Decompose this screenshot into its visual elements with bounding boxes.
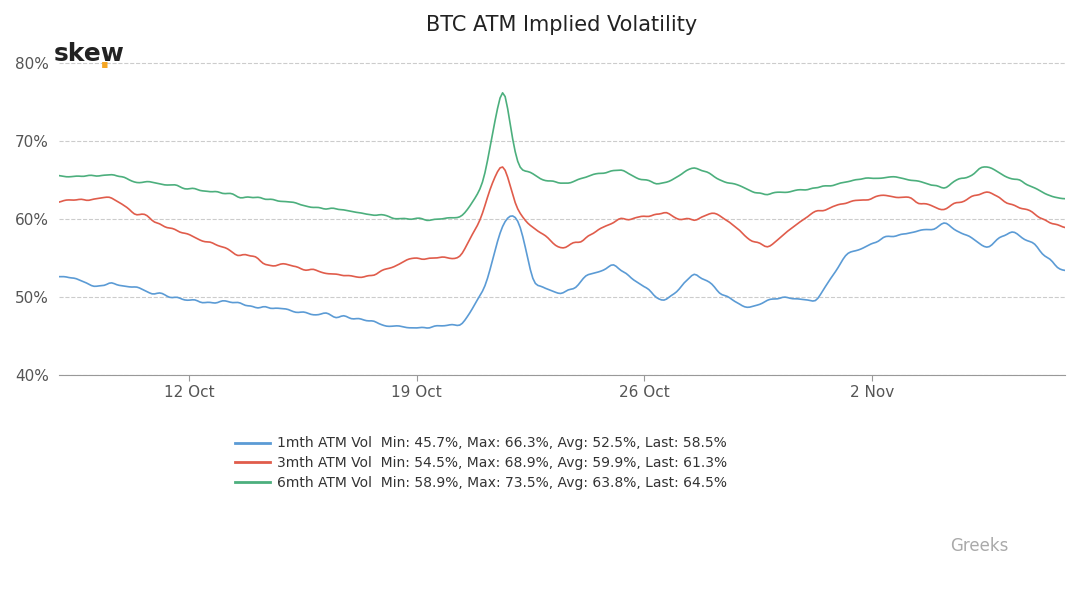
Text: .: . [99, 45, 111, 74]
Title: BTC ATM Implied Volatility: BTC ATM Implied Volatility [427, 15, 698, 35]
Text: Greeks: Greeks [950, 537, 1009, 555]
Text: skew: skew [54, 42, 125, 66]
Legend: 1mth ATM Vol  Min: 45.7%, Max: 66.3%, Avg: 52.5%, Last: 58.5%, 3mth ATM Vol  Min: 1mth ATM Vol Min: 45.7%, Max: 66.3%, Avg… [230, 431, 733, 495]
